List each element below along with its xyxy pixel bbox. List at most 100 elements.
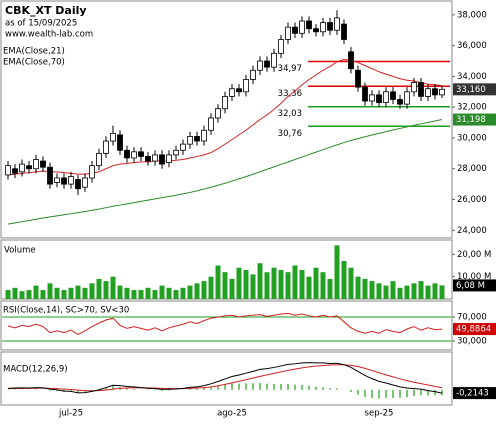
- volume-bar: [229, 278, 235, 299]
- volume-bar: [271, 267, 277, 299]
- candle-body: [425, 88, 431, 97]
- volume-bar: [96, 278, 102, 299]
- candle-body: [40, 160, 46, 168]
- candle-body: [187, 136, 193, 145]
- y-tick-label: 26,000: [457, 195, 487, 205]
- volume-bar: [383, 285, 389, 299]
- candle-body: [334, 17, 340, 31]
- volume-bar: [313, 267, 319, 299]
- volume-bar: [54, 287, 60, 299]
- volume-bar: [327, 278, 333, 299]
- y-tick-label: 36,000: [457, 41, 487, 51]
- volume-bar: [61, 290, 67, 299]
- level-label: 30,76: [278, 129, 302, 139]
- volume-bar: [19, 291, 25, 299]
- volume-bar: [355, 276, 361, 299]
- candle-body: [201, 129, 207, 142]
- volume-bar: [215, 265, 221, 299]
- volume-bar: [257, 263, 263, 299]
- volume-bar: [404, 285, 410, 299]
- candle-body: [33, 159, 39, 170]
- candle-body: [264, 60, 270, 68]
- candle-body: [306, 20, 312, 30]
- level-label: 33,36: [278, 89, 302, 99]
- candle-body: [166, 154, 172, 163]
- macd-line: [7, 362, 443, 394]
- volume-bar: [243, 269, 249, 299]
- y-tick-label: 32,000: [457, 103, 487, 113]
- volume-bar: [187, 285, 193, 299]
- candle-body: [138, 151, 144, 157]
- candle-body: [82, 177, 88, 188]
- volume-bar: [26, 290, 32, 299]
- annotation: www.wealth-lab.com: [5, 30, 93, 40]
- candle-body: [54, 177, 60, 183]
- y-tick-label: 20,00 M: [457, 250, 491, 260]
- volume-bar: [89, 283, 95, 299]
- candle-body: [180, 143, 186, 151]
- y-tick-label: 70,000: [457, 313, 487, 323]
- volume-bar: [376, 283, 382, 299]
- candle-body: [271, 52, 277, 68]
- volume-bar: [180, 287, 186, 299]
- x-tick-label: ago-25: [217, 409, 247, 419]
- volume-bar: [12, 287, 18, 299]
- candle-body: [285, 26, 291, 40]
- y-tick-label: 24,000: [457, 226, 487, 236]
- volume-bar: [47, 283, 53, 299]
- volume-bar: [432, 283, 438, 299]
- volume-bar: [390, 281, 396, 299]
- candle-body: [439, 88, 445, 96]
- volume-bar: [124, 287, 130, 299]
- value-box: [453, 113, 496, 126]
- level-label: 34,97: [278, 64, 302, 74]
- volume-bar: [117, 285, 123, 299]
- panel-title: MACD(12,26,9): [3, 365, 68, 375]
- candle-body: [75, 179, 81, 190]
- volume-bar: [159, 285, 165, 299]
- volume-bar: [33, 285, 39, 299]
- volume-bar: [425, 285, 431, 299]
- value-box: [453, 387, 496, 400]
- price-panel: [0, 0, 453, 239]
- volume-bar: [334, 245, 340, 299]
- volume-bar: [40, 290, 46, 299]
- candle-body: [299, 20, 305, 34]
- volume-bar: [320, 272, 326, 299]
- volume-bar: [201, 281, 207, 299]
- last-value-label: 31,198: [456, 115, 486, 125]
- candle-body: [257, 60, 263, 71]
- y-tick-label: 30,000: [457, 133, 487, 143]
- ema-line: [7, 58, 443, 176]
- volume-bar: [82, 287, 88, 299]
- value-box: [453, 323, 496, 336]
- volume-bar: [306, 276, 312, 299]
- y-tick-label: 38,000: [457, 10, 487, 20]
- ema-line: [7, 119, 443, 225]
- volume-bar: [348, 267, 354, 299]
- candle-body: [124, 149, 130, 159]
- candle-body: [236, 88, 242, 93]
- volume-bar: [292, 265, 298, 299]
- value-box: [453, 83, 496, 96]
- candle-body: [362, 86, 368, 102]
- candle-body: [222, 96, 228, 110]
- volume-bar: [138, 290, 144, 299]
- x-tick-label: sep-25: [365, 409, 394, 419]
- candle-body: [12, 168, 18, 174]
- candle-body: [250, 69, 256, 80]
- last-value-label: 33,160: [456, 85, 486, 95]
- candle-body: [313, 28, 319, 33]
- y-tick-label: 34,000: [457, 72, 487, 82]
- candle-body: [19, 163, 25, 173]
- volume-bar: [5, 290, 11, 299]
- candle-body: [208, 117, 214, 131]
- candle-body: [320, 22, 326, 33]
- candle-body: [292, 26, 298, 34]
- volume-bar: [173, 290, 179, 299]
- legend-entry: EMA(Close,21): [3, 47, 65, 57]
- volume-bar: [236, 267, 242, 299]
- candle-body: [117, 134, 123, 151]
